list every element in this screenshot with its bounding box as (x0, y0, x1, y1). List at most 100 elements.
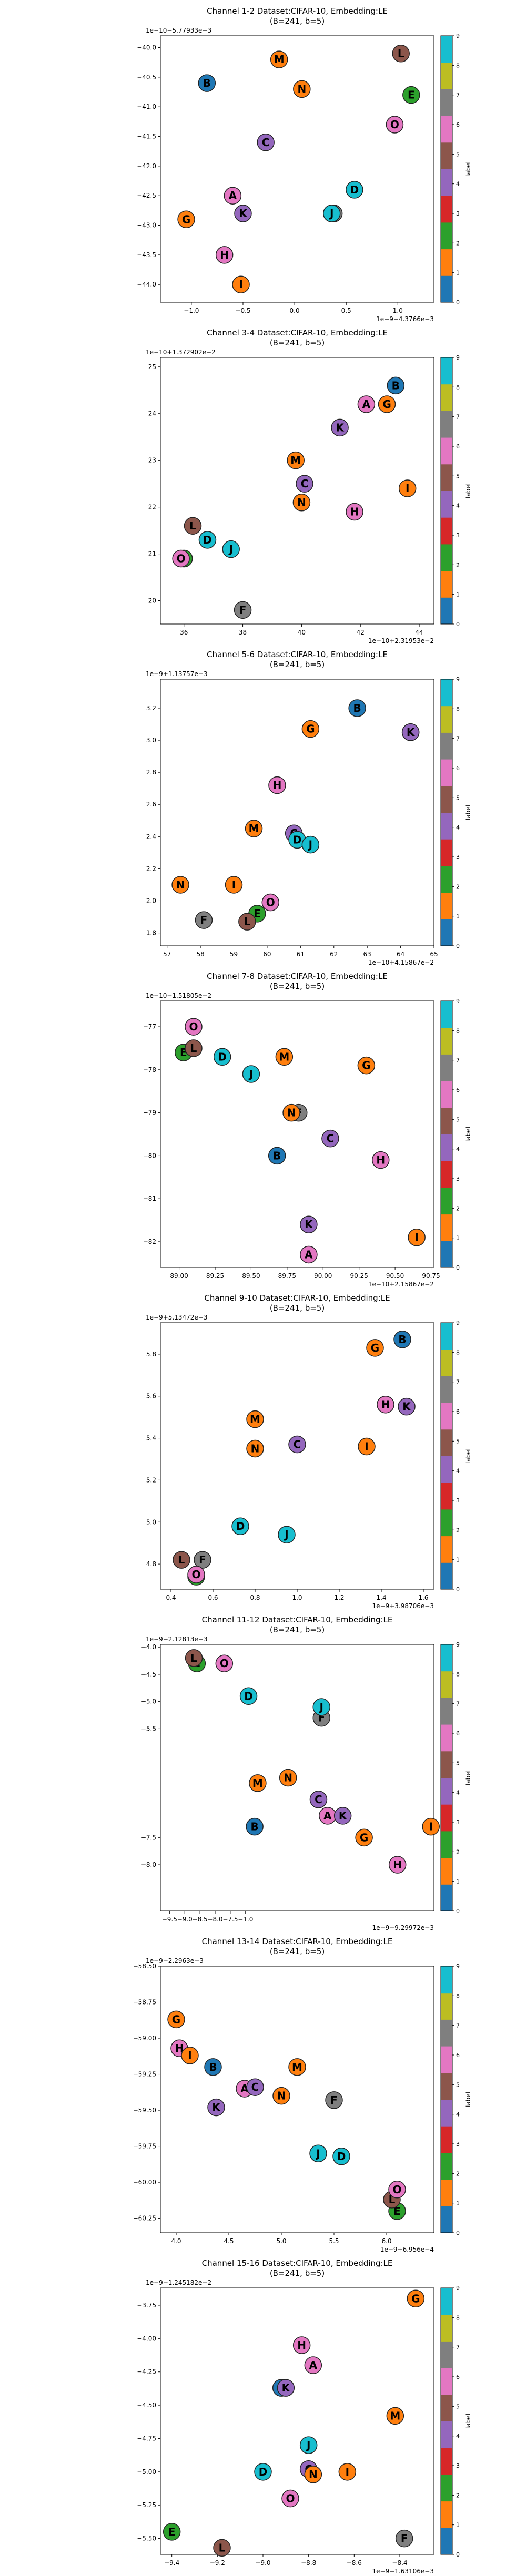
data-point: I (358, 1437, 376, 1456)
data-point-label: E (393, 2205, 401, 2217)
colorbar-label: label (464, 161, 472, 177)
chart-panel-5: Channel 9-10 Dataset:CIFAR-10, Embedding… (146, 1293, 472, 1610)
colorbar-tick-label: 6 (456, 443, 460, 450)
data-point-marker (388, 2181, 406, 2199)
data-point-label: B (273, 1149, 281, 1162)
colorbar-label: label (464, 1770, 472, 1785)
colorbar-segment (441, 1027, 452, 1055)
data-point-marker (299, 2436, 318, 2454)
y-tick-label: −43.5 (137, 251, 156, 259)
data-point-label: L (398, 47, 404, 60)
y-tick-label: −42.5 (137, 192, 156, 199)
x-tick-label: 59 (230, 950, 238, 958)
chart-panel-8: Channel 15-16 Dataset:CIFAR-10, Embeddin… (137, 2258, 472, 2575)
colorbar-segment (441, 785, 452, 813)
data-point-marker (402, 86, 420, 104)
data-point-marker (177, 210, 195, 229)
x-tick-label: −9.5 (162, 1916, 177, 1923)
y-tick-label: 2.8 (146, 769, 156, 776)
colorbar-tick-label: 0 (456, 1586, 460, 1593)
x-tick-label: 63 (363, 950, 371, 958)
data-point-marker (287, 451, 305, 469)
data-point-label: F (239, 604, 247, 616)
data-point: E (402, 86, 420, 104)
axes-frame (160, 2287, 434, 2555)
x-tick-label: 64 (397, 950, 404, 958)
data-point-marker (378, 395, 396, 413)
x-tick-label: 58 (196, 950, 204, 958)
x-offset-text: 1e−9+3.98706e−3 (372, 1602, 434, 1610)
data-point-marker (355, 1828, 373, 1847)
data-point-marker (275, 1048, 294, 1066)
colorbar-tick-label: 6 (456, 1087, 460, 1093)
data-point: O (187, 1566, 205, 1583)
colorbar-segment (441, 865, 452, 893)
data-point-marker (234, 205, 252, 222)
data-point-label: O (220, 1657, 229, 1670)
data-point-label: D (218, 1050, 227, 1063)
data-point-marker (395, 2529, 413, 2548)
chart-title: Channel 11-12 Dataset:CIFAR-10, Embeddin… (202, 1615, 393, 1624)
x-tick-label: 0.5 (341, 307, 351, 314)
data-point-marker (300, 1215, 318, 1233)
y-tick-label: −5.50 (137, 2535, 156, 2542)
colorbar-tick-label: 8 (456, 1671, 460, 1678)
chart-title: Channel 9-10 Dataset:CIFAR-10, Embedding… (204, 1293, 390, 1303)
colorbar-segment (441, 1724, 452, 1752)
colorbar-frame (440, 35, 453, 303)
data-point-marker (346, 503, 363, 521)
data-point: J (301, 835, 320, 854)
data-point: D (213, 1048, 231, 1066)
data-point: I (232, 275, 250, 293)
data-point: J (312, 1698, 330, 1716)
x-tick-label: 1.6 (418, 1594, 428, 1601)
colorbar-tick-label: 5 (456, 2403, 460, 2410)
data-point: H (377, 1395, 394, 1414)
data-point-marker (185, 1649, 203, 1667)
data-point: K (300, 1215, 318, 1233)
colorbar-tick-label: 1 (456, 1235, 460, 1242)
colorbar-tick-label: 4 (456, 503, 460, 509)
y-tick-label: 4.8 (146, 1560, 156, 1568)
data-point: D (332, 2148, 350, 2165)
y-tick-label: −59.25 (133, 2071, 156, 2078)
y-tick-label: −77 (143, 1023, 156, 1030)
colorbar-segment (441, 1107, 452, 1134)
data-point-marker (338, 2463, 357, 2481)
colorbar-tick-label: 3 (456, 532, 460, 539)
chart-subtitle: (B=241, b=5) (270, 660, 325, 669)
data-point-marker (249, 1774, 267, 1792)
data-point: A (319, 1807, 337, 1825)
colorbar-segment (441, 142, 452, 169)
colorbar-label: label (464, 2414, 472, 2429)
data-point-label: D (293, 833, 302, 846)
colorbar-tick-label: 3 (456, 1497, 460, 1504)
colorbar-tick-label: 2 (456, 2492, 460, 2499)
y-tick-label: −41.0 (137, 103, 156, 110)
x-tick-label: 0.6 (208, 1594, 218, 1601)
colorbar-segment (441, 1054, 452, 1081)
y-tick-label: −4.00 (137, 2335, 156, 2342)
data-point-label: D (259, 2466, 268, 2478)
data-point: H (268, 776, 286, 794)
colorbar-segment (441, 1509, 452, 1537)
data-point: K (331, 418, 349, 437)
x-tick-label: 1.4 (376, 1594, 386, 1601)
x-offset-text: 1e−10+4.15867e−2 (368, 959, 434, 966)
data-point-label: H (376, 1154, 385, 1167)
x-tick-label: −8.0 (207, 1916, 222, 1923)
colorbar-frame (440, 1000, 453, 1268)
data-point-label: J (329, 207, 333, 220)
data-point-marker (246, 1439, 264, 1458)
colorbar-segment (441, 1698, 452, 1725)
colorbar: 0 1 2 3 4 5 6 7 8 9 label (440, 676, 472, 949)
x-offset-text: 1e−10+2.31953e−2 (368, 637, 434, 645)
data-point: L (184, 517, 202, 535)
data-point: M (275, 1048, 294, 1066)
data-point-label: I (365, 1440, 368, 1453)
colorbar-tick-label: 2 (456, 240, 460, 247)
colorbar-segment (441, 919, 452, 946)
y-tick-label: 2.4 (146, 833, 156, 840)
data-point-marker (398, 1397, 416, 1416)
colorbar-segment (441, 2368, 452, 2395)
